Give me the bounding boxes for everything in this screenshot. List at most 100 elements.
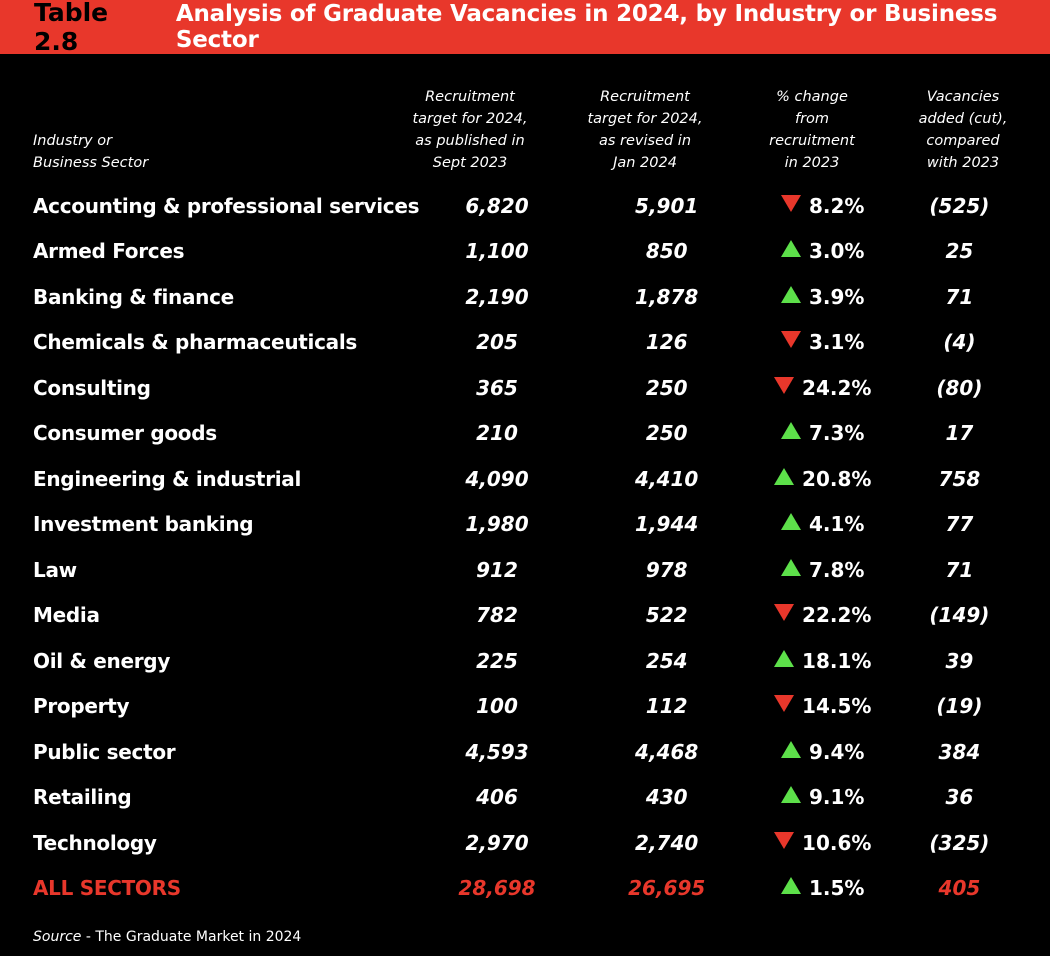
up-arrow-icon [781,877,801,895]
pct-change-cell: 7.3% [759,411,887,457]
header-line: target for 2024, [587,111,703,127]
sector-cell: Technology [22,820,419,866]
header-line: Jan 2024 [613,155,677,171]
target-jan-cell: 978 [575,547,759,593]
header-pct-change: % change from recruitment in 2023 [747,86,877,174]
pct-change-value: 9.1% [809,785,865,810]
target-sept-value: 2,190 [465,284,529,309]
vacancies-value: 384 [938,739,981,764]
header-line: Recruitment [425,89,515,105]
up-arrow-icon [781,740,801,758]
header-line: in 2023 [784,155,840,171]
sector-value: Banking & finance [33,284,234,309]
vacancies-cell: (525) [887,183,1032,229]
target-sept-value: 205 [476,330,518,355]
sector-cell: Engineering & industrial [22,456,419,502]
table-title: Analysis of Graduate Vacancies in 2024, … [175,1,998,53]
target-sept-cell: 100 [419,684,575,730]
vacancies-value: 405 [938,876,981,901]
pct-change-cell: 3.0% [759,229,887,275]
target-sept-cell: 2,970 [419,820,575,866]
vacancies-cell: (80) [887,365,1032,411]
target-jan-value: 1,944 [635,512,699,537]
vacancies-cell: 758 [887,456,1032,502]
target-sept-cell: 1,100 [419,229,575,275]
table-number: Table 2.8 [34,0,109,56]
pct-change-value: 10.6% [802,830,872,855]
table-body: Accounting & professional services 6,820 5… [22,183,1032,911]
target-jan-value: 978 [645,557,688,582]
vacancies-cell: 77 [887,502,1032,548]
target-jan-cell: 250 [575,411,759,457]
target-sept-value: 2,970 [465,830,529,855]
target-jan-cell: 5,901 [575,183,759,229]
vacancies-value: (80) [936,375,983,400]
vacancies-value: (4) [943,330,976,355]
table-row: Armed Forces 1,100 850 3.0% 25 [22,229,1032,275]
total-row: ALL SECTORS 28,698 26,695 1.5% 405 [22,866,1032,912]
target-jan-cell: 4,410 [575,456,759,502]
header-line: as revised in [598,133,692,149]
table-row: Property 100 112 14.5% (19) [22,684,1032,730]
sector-value: Property [33,694,130,719]
sector-value: Consulting [33,375,151,400]
target-jan-value: 850 [645,239,688,264]
target-jan-value: 250 [645,421,688,446]
down-arrow-icon [774,695,795,713]
vacancies-cell: 39 [887,638,1032,684]
target-sept-value: 28,698 [458,876,536,901]
target-sept-value: 225 [476,648,518,673]
vacancies-value: 17 [945,421,974,446]
vacancies-value: 71 [945,557,974,582]
up-arrow-icon [781,513,801,531]
target-sept-cell: 205 [419,320,575,366]
target-sept-value: 406 [476,785,518,810]
pct-change-cell: 22.2% [759,593,887,639]
table-row: Consulting 365 250 24.2% (80) [22,365,1032,411]
pct-change-value: 3.9% [809,284,865,309]
sector-cell: Consulting [22,365,419,411]
pct-change-cell: 24.2% [759,365,887,411]
vacancies-value: (525) [929,193,990,218]
target-jan-value: 5,901 [635,193,699,218]
header-line: compared [926,133,1000,149]
target-sept-cell: 406 [419,775,575,821]
target-jan-value: 126 [645,330,688,355]
target-jan-value: 26,695 [628,876,706,901]
sector-value: Law [33,557,77,582]
target-jan-value: 254 [645,648,688,673]
table-row: Technology 2,970 2,740 10.6% (325) [22,820,1032,866]
sector-cell: Public sector [22,729,419,775]
sector-value: Public sector [33,739,176,764]
sector-value: Chemicals & pharmaceuticals [33,330,357,355]
up-arrow-icon [781,240,801,258]
table-title-banner: Table 2.8 Analysis of Graduate Vacancies… [0,0,1050,56]
down-arrow-icon [774,831,795,849]
sector-cell: Investment banking [22,502,419,548]
vacancies-value: (325) [929,830,990,855]
sector-value: Technology [33,830,157,855]
header-vacancies: Vacancies added (cut), compared with 202… [893,86,1033,174]
vacancies-cell: 71 [887,547,1032,593]
target-jan-cell: 126 [575,320,759,366]
pct-change-value: 3.0% [809,239,865,264]
source-text: - The Graduate Market in 2024 [81,929,302,945]
table-row: Chemicals & pharmaceuticals 205 126 3.1% (4) [22,320,1032,366]
sector-cell: Law [22,547,419,593]
header-line: added (cut), [918,111,1008,127]
sector-cell: Consumer goods [22,411,419,457]
header-target-jan: Recruitment target for 2024, as revised … [560,86,730,174]
pct-change-value: 24.2% [802,375,872,400]
target-jan-value: 2,740 [635,830,699,855]
header-line: Business Sector [33,155,149,171]
vacancies-value: 36 [945,785,974,810]
down-arrow-icon [781,194,801,212]
sector-value: Oil & energy [33,648,171,673]
target-jan-value: 250 [645,375,688,400]
pct-change-cell: 4.1% [759,502,887,548]
pct-change-value: 1.5% [809,876,865,901]
header-line: Vacancies [926,89,1000,105]
vacancies-cell: 384 [887,729,1032,775]
target-sept-value: 4,090 [465,466,529,491]
target-jan-value: 1,878 [635,284,699,309]
